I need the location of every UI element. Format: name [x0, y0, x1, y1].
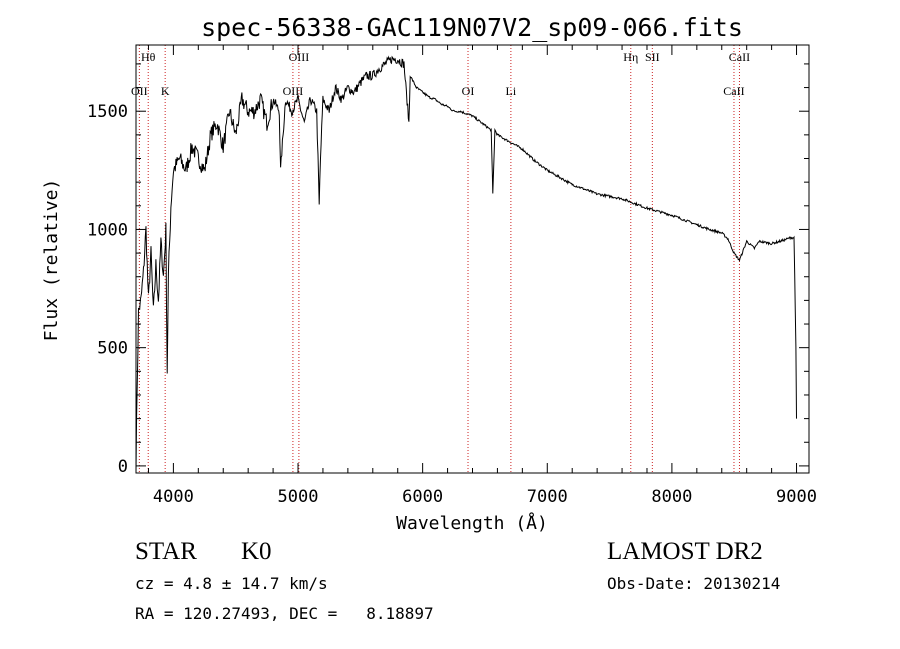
line-marker-label: CaII	[723, 84, 744, 98]
redshift-readout: cz = 4.8 ± 14.7 km/s	[135, 574, 328, 593]
spectral-line-markers	[138, 45, 740, 473]
line-marker-label: OI	[462, 84, 475, 98]
line-marker-label: OIII	[283, 84, 304, 98]
line-marker-label: OIII	[289, 50, 310, 64]
y-tick-label: 0	[118, 457, 128, 477]
x-tick-label: 6000	[402, 487, 443, 507]
line-marker-label: SII	[645, 50, 660, 64]
spectral-line-labels: OII Hθ K OIII OIII OI Li Hη SII CaII CaII	[131, 50, 750, 98]
object-subclass: K0	[241, 538, 272, 565]
x-tick-label: 7000	[527, 487, 568, 507]
line-marker-label: CaII	[729, 50, 750, 64]
axis-ticks	[136, 45, 809, 473]
chart-title: spec-56338-GAC119N07V2_sp09-066.fits	[201, 13, 743, 42]
x-axis-label: Wavelength (Å)	[396, 512, 548, 534]
line-marker-label: OII	[131, 84, 148, 98]
survey-name: LAMOST DR2	[607, 538, 763, 565]
spectrum-line	[135, 55, 797, 472]
observation-date: Obs-Date: 20130214	[607, 574, 781, 593]
y-axis-label: Flux (relative)	[41, 179, 62, 342]
x-tick-label: 5000	[278, 487, 319, 507]
coordinates-readout: RA = 120.27493, DEC = 8.18897	[135, 604, 434, 623]
line-marker-label: Li	[506, 84, 517, 98]
x-tick-label: 9000	[776, 487, 817, 507]
axis-tick-labels: 4000 5000 6000 7000 8000 9000 0 500 1000 1500	[87, 102, 817, 507]
line-marker-label: Hη	[623, 50, 638, 64]
y-tick-label: 1000	[87, 220, 128, 240]
x-tick-label: 8000	[651, 487, 692, 507]
y-tick-label: 500	[97, 339, 128, 359]
plot-frame	[135, 44, 810, 474]
object-class: STAR	[135, 538, 197, 565]
line-marker-label: Hθ	[141, 50, 156, 64]
line-marker-label: K	[161, 84, 170, 98]
x-tick-label: 4000	[153, 487, 194, 507]
y-tick-label: 1500	[87, 102, 128, 122]
